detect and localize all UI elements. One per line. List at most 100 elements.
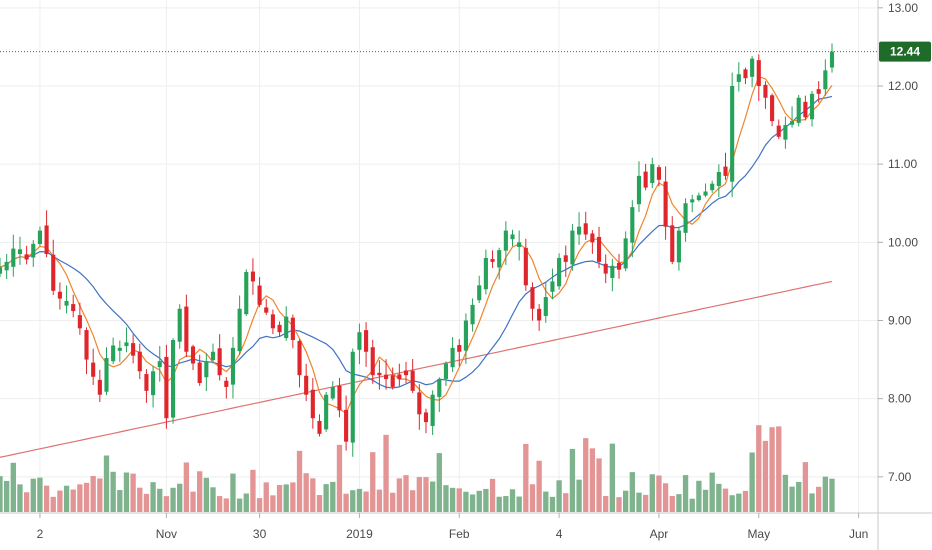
volume-bar [376, 489, 383, 512]
volume-bar [636, 492, 642, 512]
volume-bar [423, 477, 429, 512]
candle-body [430, 394, 435, 426]
candle-body [457, 345, 462, 352]
volume-bar [549, 496, 556, 512]
volume-bar [410, 490, 416, 512]
candle-body [104, 358, 109, 392]
volume-bar [449, 487, 456, 512]
volume-bar [536, 460, 542, 512]
candlesticks [0, 43, 835, 457]
candle [57, 282, 62, 310]
candle [603, 254, 608, 284]
candle [809, 90, 815, 127]
candle-body [590, 233, 595, 243]
volume-bar [163, 496, 170, 512]
candle-body [370, 347, 375, 376]
candle [670, 216, 675, 265]
candle-body [317, 420, 322, 434]
candle [510, 229, 515, 247]
candle-body [257, 285, 262, 305]
candle-body [437, 379, 442, 397]
volume-bar [396, 478, 403, 512]
candle [197, 354, 202, 386]
candle-body [510, 234, 515, 240]
volume-bar [563, 493, 569, 512]
candle [250, 258, 255, 295]
candle [443, 361, 449, 386]
volume-bar [43, 485, 50, 512]
volume-bar [57, 490, 63, 512]
volume-bar [642, 494, 649, 512]
candle-body [696, 195, 701, 201]
candle-body [716, 171, 721, 186]
candle-body [683, 203, 688, 233]
volume-bar [736, 493, 742, 512]
candle [423, 408, 429, 434]
candle [663, 166, 668, 240]
volume-bar [216, 496, 223, 512]
candle-body [809, 93, 815, 120]
volume-bar [223, 498, 229, 512]
candle-body [417, 392, 422, 415]
candle [97, 369, 102, 402]
candle-body [337, 385, 342, 411]
candle [144, 369, 149, 403]
candle [64, 285, 69, 314]
volume-bar [576, 479, 582, 512]
volume-bar [243, 493, 249, 512]
volume-bar [336, 444, 343, 512]
candle-body [210, 351, 216, 361]
candle-body [330, 386, 335, 399]
candle-body [37, 230, 42, 245]
candle-body [550, 281, 555, 292]
candle-body [230, 347, 236, 385]
volume-bar [729, 495, 735, 512]
candle [11, 234, 16, 277]
volume-bars [0, 425, 835, 512]
candle-body [190, 346, 196, 364]
x-tick-label: 30 [253, 527, 267, 541]
volume-bar [197, 471, 203, 512]
volume-bar [762, 440, 769, 512]
volume-bar [350, 490, 356, 512]
candle-body [770, 95, 775, 122]
volume-bar [183, 462, 190, 512]
volume-bar [702, 489, 709, 512]
volume-bar [63, 485, 70, 512]
candle [803, 95, 808, 121]
candle [210, 343, 216, 364]
candle [297, 339, 302, 388]
candle-body [756, 60, 761, 86]
volume-bar [110, 471, 116, 512]
volume-bar [809, 493, 815, 512]
candle [383, 359, 389, 390]
volume-bar [0, 476, 3, 512]
candle-body [703, 191, 708, 196]
candle [650, 157, 655, 189]
candle-body [577, 226, 582, 235]
volume-bar [623, 490, 629, 512]
candle [656, 164, 662, 187]
candle [224, 377, 229, 399]
candle-body [144, 374, 149, 391]
x-tick-label: May [747, 527, 770, 541]
candle [543, 282, 548, 323]
candle [730, 72, 735, 198]
y-tick-label: 10.00 [888, 235, 918, 249]
candle-body [829, 51, 835, 68]
volume-bar [103, 455, 110, 512]
candle-body [537, 308, 542, 321]
candle-body [736, 74, 741, 82]
candle [237, 295, 242, 355]
candle-body [610, 265, 615, 278]
volume-bar [90, 475, 96, 512]
candle [610, 258, 615, 292]
candle [776, 119, 781, 140]
volume-bar [822, 476, 829, 512]
volume-bar [97, 478, 103, 512]
candle [437, 377, 442, 412]
volume-bar [383, 434, 389, 512]
volume-bar [356, 488, 363, 512]
candle [111, 337, 116, 365]
candle [310, 378, 315, 429]
